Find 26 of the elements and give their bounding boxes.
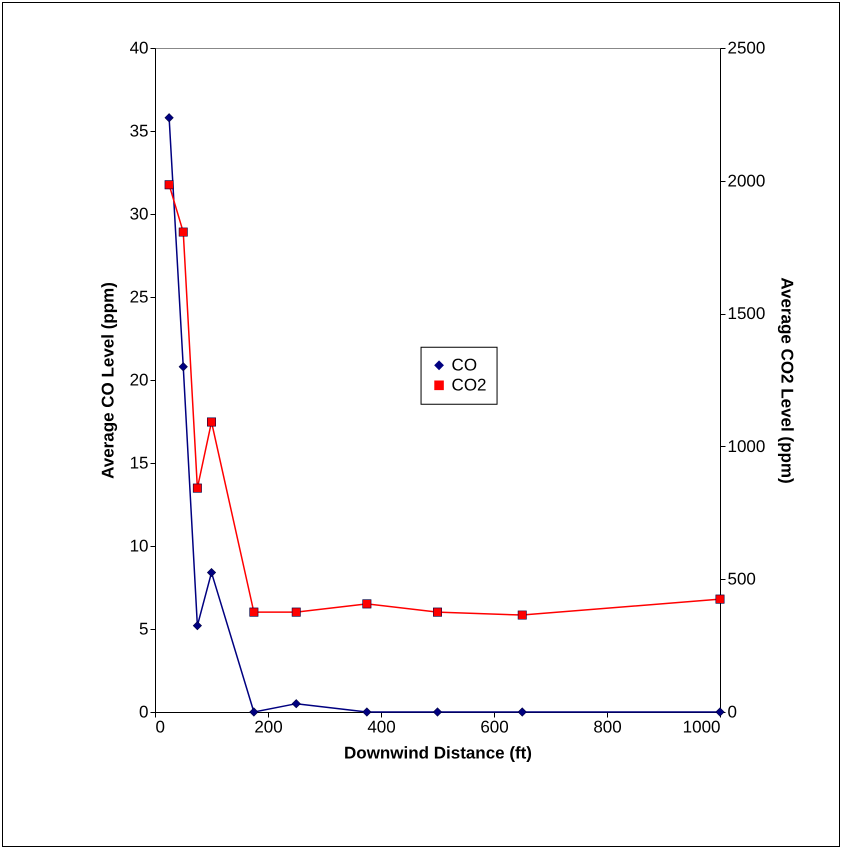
y2-tick-label: 2500 xyxy=(728,38,766,58)
y-tick-label: 25 xyxy=(130,288,148,306)
legend-label: CO2 xyxy=(452,375,487,394)
y2-tick-label: 500 xyxy=(728,570,756,589)
x-axis-title: Downwind Distance (ft) xyxy=(344,744,532,762)
y2-tick-label: 2000 xyxy=(728,171,766,190)
y-tick-label: 40 xyxy=(130,38,148,58)
x-tick-label: 1000 xyxy=(682,718,720,736)
y-tick-label: 5 xyxy=(139,620,148,638)
y-tick-label: 0 xyxy=(139,702,148,722)
x-tick-label: 0 xyxy=(156,718,165,736)
x-tick-label: 400 xyxy=(367,718,396,736)
y-axis-title: Average CO Level (ppm) xyxy=(98,282,118,479)
y2-tick-label: 1000 xyxy=(728,436,766,456)
y2-tick-label: 1500 xyxy=(728,304,766,324)
y-tick-label: 15 xyxy=(130,454,148,472)
y-tick-label: 10 xyxy=(130,536,148,556)
x-tick-label: 200 xyxy=(254,718,283,736)
y-tick-label: 30 xyxy=(130,204,148,224)
legend-label: CO xyxy=(452,355,478,374)
x-tick-label: 800 xyxy=(593,718,622,736)
x-tick-label: 600 xyxy=(480,718,509,736)
y-tick-label: 20 xyxy=(130,370,148,390)
y-tick-label: 35 xyxy=(130,122,148,140)
y2-axis-title: Average CO2 Level (ppm) xyxy=(777,277,796,484)
y2-tick-label: 0 xyxy=(728,702,737,722)
